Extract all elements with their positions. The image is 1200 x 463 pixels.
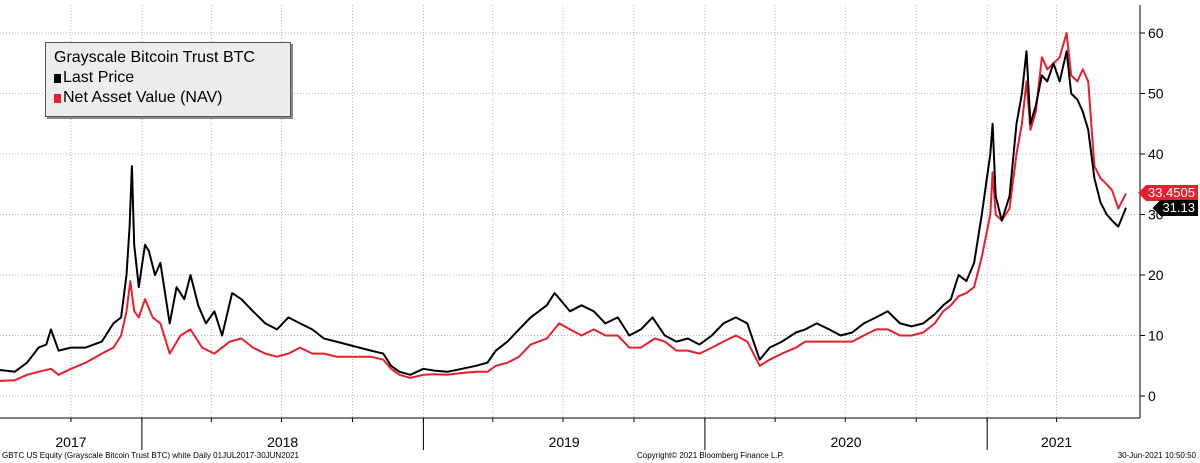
y-tick-label: 20 [1148,267,1164,283]
series-line-last-price [0,50,1127,376]
footer-security-info: GBTC US Equity (Grayscale Bitcoin Trust … [2,451,299,460]
footer-timestamp: 30-Jun-2021 10:50:50 [1117,451,1196,460]
y-tick-label: 60 [1148,25,1164,41]
legend-label-nav: Net Asset Value (NAV) [63,89,223,106]
legend-item-last-price: Last Price [54,68,282,88]
legend-title: Grayscale Bitcoin Trust BTC [54,49,255,66]
price-last-value-tag: 31.13 [1152,200,1198,216]
nav-last-value-tag: 33.4505 [1138,185,1198,201]
y-tick-label: 10 [1148,328,1164,344]
legend-swatch-nav [54,93,61,103]
series-line-nav [0,32,1127,382]
legend-swatch-last-price [54,73,61,83]
legend-item-nav: Net Asset Value (NAV) [54,88,282,108]
x-tick-label: 2021 [1041,434,1072,450]
x-tick-label: 2019 [549,434,580,450]
footer-copyright: Copyright© 2021 Bloomberg Finance L.P. [637,451,785,460]
series-lines [0,32,1127,382]
y-tick-label: 50 [1148,86,1164,102]
x-tick-label: 2017 [55,434,86,450]
x-tick-label: 2018 [267,434,298,450]
chart-legend: Grayscale Bitcoin Trust BTC Last Price N… [45,42,291,117]
y-tick-label: 40 [1148,146,1164,162]
x-tick-label: 2020 [830,434,861,450]
y-tick-label: 0 [1148,388,1156,404]
gridlines [0,5,1140,418]
legend-label-last-price: Last Price [63,69,135,86]
